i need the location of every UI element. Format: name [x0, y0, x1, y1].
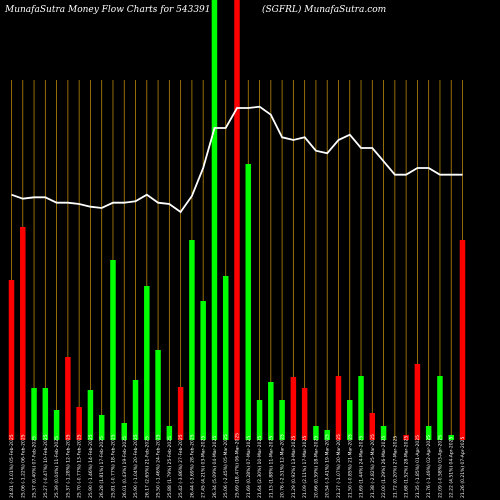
money-flow-bar-down: [459, 240, 466, 440]
money-flow-bars: [8, 0, 466, 440]
x-tick-label: 21.29 (0.92%) 13-Mar-2025: [291, 436, 297, 498]
x-tick-label: 27.45 (4.21%) 03-Mar-2025: [201, 436, 207, 498]
chart-title: MunafaSutra Money Flow Charts for 543391: [4, 5, 211, 15]
money-flow-bar-down: [414, 364, 421, 440]
money-flow-bar-up: [324, 430, 330, 440]
chart-subtitle: (SGFRL) MunafaSutra.com: [262, 4, 386, 15]
x-tick-label: 25.37 (0.40%) 07-Feb-2025: [32, 436, 38, 498]
money-flow-bar-up: [98, 415, 105, 440]
x-tick-label: 25.70 (-0.77%) 13-Feb-2025: [77, 434, 83, 498]
x-tick-label: 21.38 (-2.82%) 25-Mar-2025: [370, 434, 376, 498]
x-tick-label: 20.54 (-3.41%) 19-Mar-2025: [325, 434, 331, 498]
x-tick-label: 25.37 (-1.28%) 12-Feb-2025: [65, 434, 71, 498]
x-tick-label: 21.27 (-1.07%) 20-Mar-2025: [336, 434, 342, 498]
money-flow-bar-up: [132, 380, 139, 440]
money-flow-bar-up: [87, 390, 94, 440]
x-tick-label: 21.35 (-1.85%) 01-Apr-2025: [415, 435, 421, 498]
x-tick-label: 25.90 (-1.04%) 20-Feb-2025: [133, 434, 139, 498]
x-tick-label: 26.17 (2.65%) 21-Feb-2025: [144, 436, 150, 498]
money-flow-bar-up: [313, 426, 319, 440]
money-flow-bar-up: [189, 240, 195, 440]
money-flow-bar-down: [403, 435, 409, 440]
money-flow-bar-up: [448, 435, 454, 440]
x-tick-label: 21.68 (1.52%) 28-Mar-2025: [404, 436, 410, 498]
x-tick-label: 22.09 (-0.58%) 03-Apr-2025: [437, 435, 443, 498]
money-flow-bar-up: [121, 423, 127, 440]
money-flow-bar-up: [380, 426, 387, 440]
money-flow-bar-up: [110, 260, 116, 440]
money-flow-bar-up: [200, 301, 206, 440]
money-flow-bar-up: [279, 400, 285, 440]
x-tick-label: 26.34 (5.09%) 04-Mar-2025: [212, 436, 218, 498]
money-flow-bar-up: [166, 426, 173, 440]
x-tick-label: 21.64 (2.30%) 10-Mar-2025: [257, 436, 263, 498]
x-tick-label: 21.72 (0.20%) 27-Mar-2025: [392, 436, 398, 498]
money-flow-bar-up: [42, 388, 49, 440]
x-tick-label: 20.66 (0.59%) 18-Mar-2025: [313, 436, 319, 498]
x-tick-label: 25.42 (-3.86%) 27-Feb-2025: [178, 434, 184, 498]
x-tick-label: 25.50 (-1.46%) 24-Feb-2025: [156, 434, 162, 498]
money-flow-bar-up: [222, 276, 229, 440]
money-flow-bar-down: [65, 357, 71, 440]
x-tick-label: 22.00 (1.29%) 26-Mar-2025: [381, 436, 387, 498]
x-tick-label: 22.22 (4.51%) 04-Apr-2025: [449, 436, 455, 498]
money-flow-bar-up: [268, 382, 274, 440]
x-tick-label: 26.44 (-3.69%) 28-Feb-2025: [189, 434, 195, 498]
money-flow-bar-up: [31, 388, 37, 440]
money-flow-bar-down: [76, 407, 82, 440]
price-line: [11, 105, 463, 214]
x-tick-label: 25.06 (-1.22%) 06-Feb-2025: [20, 434, 26, 498]
x-tick-label: 21.15 (1.88%) 11-Mar-2025: [268, 436, 274, 498]
x-tick-label: 26.28 (1.81%) 17-Feb-2025: [99, 436, 105, 498]
x-tick-label: 25.69 (18.47%) 06-Mar-2025: [235, 433, 241, 498]
money-flow-bar-up: [256, 400, 263, 440]
money-flow-bar-up: [245, 164, 252, 440]
money-flow-bar-down: [177, 387, 184, 440]
money-flow-bar-down: [301, 388, 308, 440]
money-flow-bar-down: [335, 376, 342, 440]
money-flow-bar-down: [20, 227, 26, 440]
money-flow-bar-down: [369, 413, 376, 440]
money-flow-bar-up: [347, 400, 353, 440]
x-tick-label: 26.01 (0.43%) 19-Feb-2025: [122, 436, 128, 498]
money-flow-bar-up: [155, 350, 161, 440]
x-tick-label: 25.27 (-0.47%) 10-Feb-2025: [43, 434, 49, 498]
x-tick-label: 25.88 (1.79%) 25-Feb-2025: [167, 436, 173, 498]
money-flow-bar-up: [144, 286, 150, 440]
money-flow-bar-down: [234, 0, 240, 440]
money-flow-bar-up: [437, 376, 443, 440]
money-flow-bar-up: [358, 376, 364, 440]
x-tick-label: 25.90 (-1.46%) 14-Feb-2025: [88, 434, 94, 498]
money-flow-bar-down: [290, 377, 297, 440]
x-tick-label: 21.69 (1.44%) 24-Mar-2025: [359, 436, 365, 498]
x-tick-label: 21.69 (0.28%) 07-Mar-2025: [246, 436, 252, 498]
price-line-group: [11, 105, 463, 214]
x-tick-label: 25.39 (0.04%) 11-Feb-2025: [54, 436, 60, 498]
money-flow-bar-up: [211, 0, 218, 440]
money-flow-bar-up: [53, 410, 60, 440]
x-tick-label: 25.81 (-0.77%) 18-Feb-2025: [110, 434, 116, 498]
x-axis-labels: 24.81 (-1.01%) 05-Feb-2025 25.06 (-1.22%)…: [9, 433, 466, 498]
money-flow-bar-down: [8, 280, 15, 440]
x-tick-label: 25.06 (-2.45%) 05-Mar-2025: [223, 434, 229, 498]
x-tick-label: 21.76 (-1.49%) 02-Apr-2025: [426, 435, 432, 498]
money-flow-bar-up: [425, 426, 432, 440]
x-tick-label: 20.76 (-2.51%) 12-Mar-2025: [280, 434, 286, 498]
x-tick-label: 21.26 (0.21%) 07-Apr-2025: [460, 436, 466, 498]
x-tick-label: 21.50 (-0.85%) 21-Mar-2025: [347, 434, 353, 498]
x-tick-label: 24.81 (-1.01%) 05-Feb-2025: [9, 434, 15, 498]
x-tick-label: 21.09 (2.11%) 17-Mar-2025: [302, 436, 308, 498]
